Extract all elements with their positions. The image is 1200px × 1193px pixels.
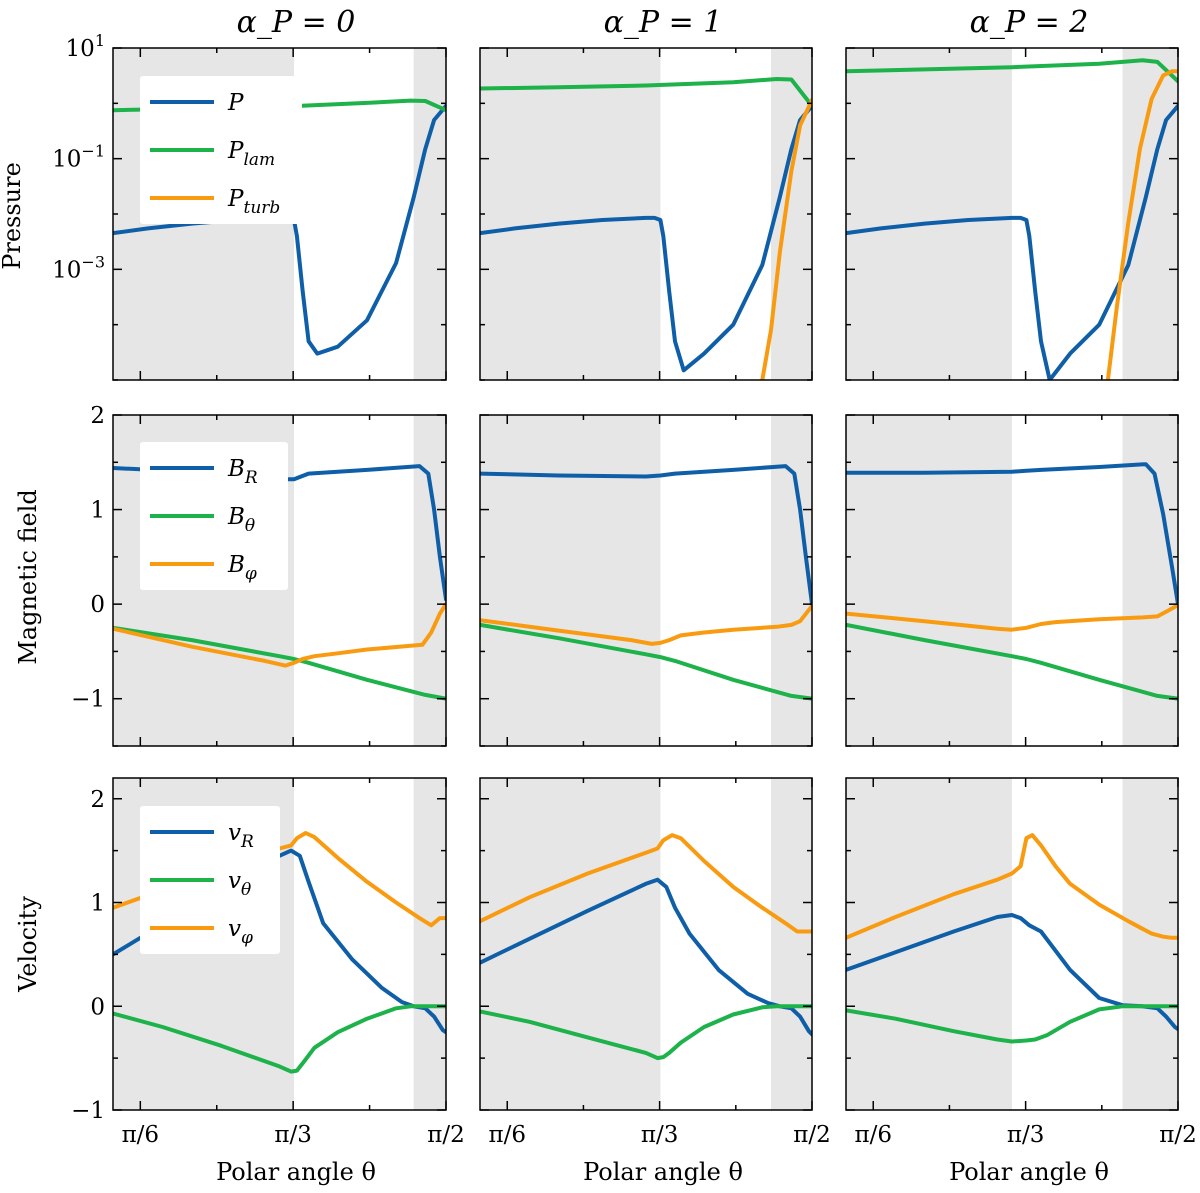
y-tick-label: 0	[90, 592, 105, 618]
panel-frame	[112, 777, 447, 1111]
col-title-2: α_P = 2	[970, 5, 1089, 40]
col-title-0: α_P = 0	[237, 5, 356, 40]
shaded-region	[846, 778, 1012, 1110]
series-line-v-r	[480, 877, 812, 1037]
y-tick-label: 0	[90, 994, 105, 1020]
series-line-v-	[846, 1004, 1178, 1044]
y-tick-label: 1	[90, 891, 105, 917]
shaded-region	[480, 778, 661, 1110]
panel-frame	[112, 414, 447, 747]
series-line-b-r	[480, 464, 812, 607]
series-line-p-turb	[1105, 69, 1178, 380]
panel-frame	[479, 414, 813, 747]
series-line-v-	[846, 833, 1178, 940]
panel-frame	[479, 777, 813, 1111]
legend-box	[140, 76, 302, 224]
panel-1-0: 2 1 0 −1 BR Bθ Bφ	[71, 403, 447, 747]
series-line-v-	[480, 1004, 812, 1061]
x-tick-label: π/2	[427, 1122, 465, 1148]
x-tick-label: π/6	[122, 1122, 160, 1148]
legend-label-v-: vθ	[228, 868, 251, 900]
legend-label-v-r: vR	[228, 820, 254, 852]
panels: 10110−110−3PPlamPturb210−1BRBθBφ210−1π/6…	[52, 31, 1197, 1148]
shaded-region	[480, 415, 661, 746]
x-axis-label-col2: Polar angle θ	[949, 1158, 1109, 1186]
series-line-b-	[113, 602, 446, 668]
panel-frame	[845, 414, 1179, 747]
legend: P Plam Pturb	[140, 76, 302, 224]
x-tick-label: π/3	[1007, 1122, 1045, 1148]
series-line-p-lam	[480, 77, 812, 108]
y-tick-label: −1	[71, 687, 105, 713]
series-line-b-r	[846, 462, 1178, 607]
legend-label-b-: Bφ	[227, 552, 257, 584]
shaded-region	[413, 778, 446, 1110]
legend: vR vθ vφ	[140, 806, 280, 954]
shaded-region	[771, 778, 812, 1110]
row-label-velocity: Velocity	[14, 896, 42, 993]
panel-1-1	[479, 414, 813, 747]
panel-2-0: 2 1 0 −1 π/6 π/3 π/2 vR vθ vφ	[71, 777, 465, 1148]
x-tick-label: π/2	[793, 1122, 831, 1148]
series-line-b-	[846, 622, 1178, 701]
legend-label-p: P	[227, 90, 244, 116]
y-tick-label: 10−1	[52, 142, 105, 173]
row-label-pressure: Pressure	[0, 162, 26, 270]
series-line-v-r	[846, 913, 1178, 1032]
legend-label-b-: Bθ	[227, 504, 255, 536]
panel-0-2	[845, 47, 1179, 381]
shaded-region	[771, 48, 812, 380]
panel-2-1: π/6 π/3 π/2	[479, 777, 831, 1148]
series-line-v-	[480, 833, 812, 934]
x-tick-label: π/2	[1159, 1122, 1197, 1148]
y-tick-label: 10−3	[52, 252, 105, 283]
series-line-v-	[113, 1004, 446, 1074]
shaded-region	[846, 415, 1012, 746]
legend: BR Bθ Bφ	[140, 442, 288, 590]
shaded-region	[846, 48, 1012, 380]
series-line-p-turb	[760, 98, 812, 380]
y-tick-label: 1	[90, 498, 105, 524]
panel-0-0: 101 10−1 10−3 P Plam Pturb	[52, 31, 447, 381]
shaded-region	[413, 415, 446, 746]
x-axis-label-col1: Polar angle θ	[583, 1158, 743, 1186]
y-tick-label: 2	[90, 787, 105, 813]
legend-label-p-turb: Pturb	[227, 186, 280, 218]
shaded-region	[1122, 778, 1178, 1110]
legend-label-v-: vφ	[228, 916, 253, 948]
series-line-p	[846, 103, 1178, 380]
y-tick-label: −1	[71, 1098, 105, 1124]
shaded-region	[480, 48, 661, 380]
x-tick-label: π/6	[488, 1122, 526, 1148]
panel-1-2	[845, 414, 1179, 747]
series-line-p-lam	[846, 58, 1178, 84]
series-line-b-	[480, 622, 812, 701]
series-line-b-	[480, 604, 812, 646]
x-tick-label: π/6	[854, 1122, 892, 1148]
legend-label-p-lam: Plam	[227, 138, 275, 170]
row-label-magnetic-field: Magnetic field	[14, 489, 42, 665]
y-tick-label: 2	[90, 403, 105, 429]
series-line-b-	[846, 603, 1178, 632]
x-axis-label-col0: Polar angle θ	[216, 1158, 376, 1186]
col-title-1: α_P = 1	[604, 5, 723, 40]
series-line-p	[480, 103, 812, 373]
y-tick-label: 101	[66, 31, 105, 62]
x-tick-label: π/3	[641, 1122, 679, 1148]
panel-frame	[845, 777, 1179, 1111]
legend-label-b-r: BR	[227, 456, 258, 488]
panel-0-1	[479, 47, 813, 381]
panel-2-2: π/6 π/3 π/2	[845, 777, 1197, 1148]
x-tick-label: π/3	[274, 1122, 312, 1148]
